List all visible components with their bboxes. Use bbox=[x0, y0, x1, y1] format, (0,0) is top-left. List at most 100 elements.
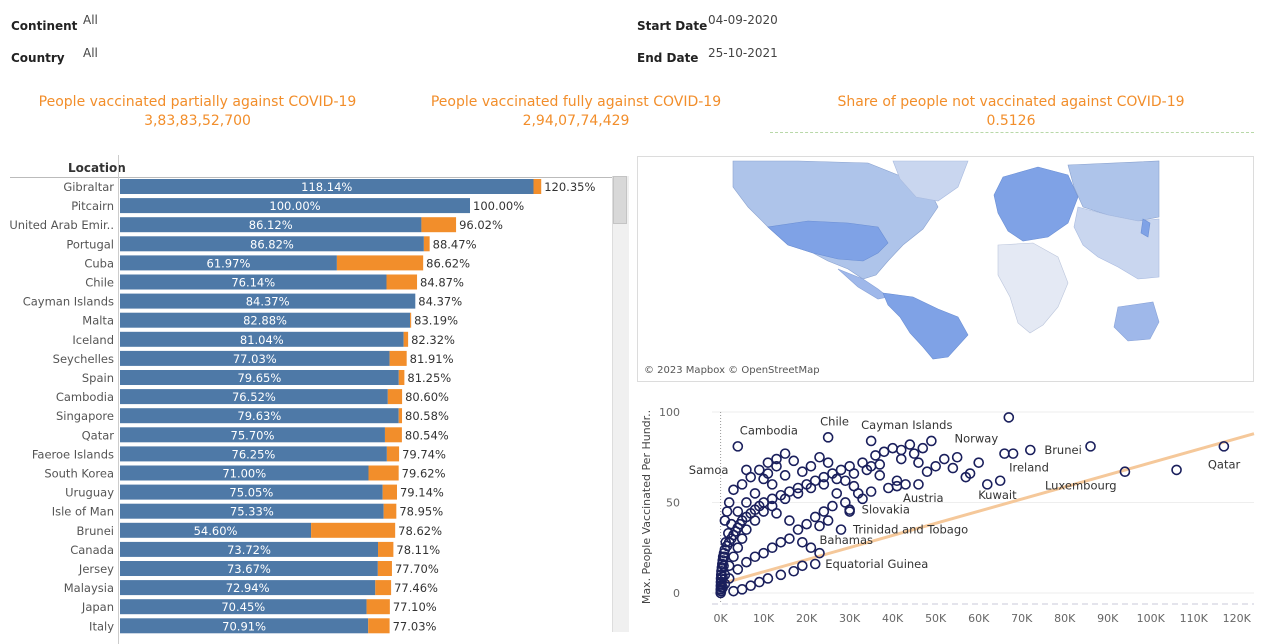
scatter-point[interactable] bbox=[715, 582, 727, 593]
scatter-point[interactable] bbox=[809, 511, 821, 523]
scatter-point[interactable] bbox=[758, 473, 769, 485]
bar-partially-vaccinated[interactable] bbox=[383, 503, 397, 519]
scatter-point[interactable] bbox=[754, 464, 765, 476]
bar-fully-vaccinated[interactable] bbox=[120, 198, 470, 214]
bar-partially-vaccinated[interactable] bbox=[410, 312, 412, 328]
bar-partially-vaccinated[interactable] bbox=[389, 350, 407, 366]
scatter-point[interactable] bbox=[822, 457, 834, 468]
scatter-point[interactable] bbox=[718, 560, 729, 572]
scatter-point[interactable] bbox=[831, 488, 843, 499]
bar-fully-vaccinated[interactable] bbox=[120, 446, 387, 462]
scatter-point[interactable] bbox=[930, 460, 941, 472]
bar-partially-vaccinated[interactable] bbox=[386, 446, 400, 462]
scatter-point[interactable] bbox=[720, 536, 732, 548]
scatter-labeled-point[interactable] bbox=[814, 520, 825, 532]
scatter-point[interactable] bbox=[766, 479, 778, 490]
scatter-point[interactable] bbox=[766, 542, 778, 554]
bar-fully-vaccinated[interactable] bbox=[120, 408, 399, 424]
scatter-point[interactable] bbox=[771, 508, 782, 519]
scatter-point[interactable] bbox=[865, 486, 877, 497]
scatter-point[interactable] bbox=[775, 536, 787, 548]
scatter-point[interactable] bbox=[947, 462, 959, 474]
scatter-point[interactable] bbox=[891, 475, 903, 487]
scatter-point[interactable] bbox=[848, 468, 860, 479]
bar-fully-vaccinated[interactable] bbox=[120, 599, 367, 615]
scatter-point[interactable] bbox=[732, 564, 744, 575]
scatter-point[interactable] bbox=[784, 515, 795, 526]
bar-fully-vaccinated[interactable] bbox=[120, 503, 384, 519]
scatter-point[interactable] bbox=[904, 439, 916, 450]
scatter-labeled-point[interactable] bbox=[994, 475, 1006, 487]
scatter-point[interactable] bbox=[797, 536, 808, 548]
scatter-labeled-point[interactable] bbox=[732, 441, 744, 452]
world-map[interactable]: © 2023 Mapbox © OpenStreetMap bbox=[637, 156, 1254, 382]
scatter-point[interactable] bbox=[917, 442, 929, 454]
bar-partially-vaccinated[interactable] bbox=[387, 389, 403, 405]
scatter-point[interactable] bbox=[721, 506, 733, 517]
bar-fully-vaccinated[interactable] bbox=[120, 561, 378, 576]
bar-partially-vaccinated[interactable] bbox=[421, 217, 457, 233]
scatter-point[interactable] bbox=[883, 482, 894, 494]
scatter-labeled-point[interactable] bbox=[741, 464, 752, 476]
scatter-point[interactable] bbox=[771, 453, 782, 465]
scatter-point[interactable] bbox=[973, 457, 984, 468]
scatter-point[interactable] bbox=[736, 533, 748, 544]
start-date-value[interactable]: 04-09-2020 bbox=[708, 13, 778, 27]
scatter-point[interactable] bbox=[754, 576, 765, 588]
country-filter-value[interactable]: All bbox=[83, 46, 98, 60]
bar-partially-vaccinated[interactable] bbox=[375, 580, 392, 596]
scatter-point[interactable] bbox=[982, 479, 993, 490]
continent-filter-value[interactable]: All bbox=[83, 13, 98, 27]
scatter-point[interactable] bbox=[951, 451, 963, 463]
scatter-point[interactable] bbox=[779, 448, 791, 459]
bar-fully-vaccinated[interactable] bbox=[120, 236, 424, 252]
scatter-point[interactable] bbox=[814, 451, 825, 463]
scatter-point[interactable] bbox=[758, 547, 769, 559]
scatter-point[interactable] bbox=[848, 480, 860, 492]
scatter-point[interactable] bbox=[814, 547, 825, 559]
scatter-point[interactable] bbox=[913, 479, 924, 490]
scatter-point[interactable] bbox=[895, 444, 907, 456]
scatter-point[interactable] bbox=[717, 558, 728, 570]
scatter-point[interactable] bbox=[792, 524, 804, 535]
scatter-point[interactable] bbox=[801, 518, 812, 530]
scatter-point[interactable] bbox=[818, 479, 830, 490]
bar-fully-vaccinated[interactable] bbox=[120, 389, 388, 405]
scatter-point[interactable] bbox=[749, 551, 761, 563]
scatter-labeled-point[interactable] bbox=[891, 480, 903, 492]
scatter-point[interactable] bbox=[818, 506, 830, 517]
scatter-point[interactable] bbox=[726, 518, 737, 530]
bar-fully-vaccinated[interactable] bbox=[120, 350, 390, 366]
scatter-point[interactable] bbox=[728, 585, 739, 597]
bar-partially-vaccinated[interactable] bbox=[368, 465, 399, 481]
bar-partially-vaccinated[interactable] bbox=[384, 427, 402, 443]
scatter-labeled-point[interactable] bbox=[1218, 441, 1230, 452]
scatter-labeled-point[interactable] bbox=[865, 435, 877, 447]
scatter-point[interactable] bbox=[908, 448, 920, 459]
bar-fully-vaccinated[interactable] bbox=[120, 427, 385, 443]
scatter-point[interactable] bbox=[818, 471, 830, 483]
scatter-point[interactable] bbox=[1085, 441, 1096, 452]
scatter-point[interactable] bbox=[741, 556, 752, 568]
bar-fully-vaccinated[interactable] bbox=[120, 255, 337, 271]
bar-partially-vaccinated[interactable] bbox=[386, 274, 418, 290]
bar-partially-vaccinated[interactable] bbox=[533, 179, 542, 194]
bar-fully-vaccinated[interactable] bbox=[120, 274, 387, 290]
scatter-labeled-point[interactable] bbox=[999, 448, 1010, 459]
scatter-point[interactable] bbox=[762, 573, 774, 584]
bar-partially-vaccinated[interactable] bbox=[403, 331, 409, 347]
scatter-labeled-point[interactable] bbox=[1025, 444, 1036, 456]
scatter-labeled-point[interactable] bbox=[844, 504, 855, 516]
scatter-point[interactable] bbox=[874, 459, 886, 470]
scatter-point[interactable] bbox=[857, 493, 868, 505]
bar-chart-scrollbar[interactable] bbox=[612, 176, 629, 632]
scatter-point[interactable] bbox=[865, 460, 877, 472]
scatter-point[interactable] bbox=[745, 580, 757, 592]
scatter-point[interactable] bbox=[874, 470, 886, 481]
scatter-point[interactable] bbox=[805, 460, 817, 472]
scatter-point[interactable] bbox=[766, 493, 778, 505]
scatter-point[interactable] bbox=[788, 565, 800, 577]
scatter-point[interactable] bbox=[805, 482, 817, 494]
scatter-point[interactable] bbox=[723, 560, 735, 572]
scatter-point[interactable] bbox=[717, 571, 728, 582]
